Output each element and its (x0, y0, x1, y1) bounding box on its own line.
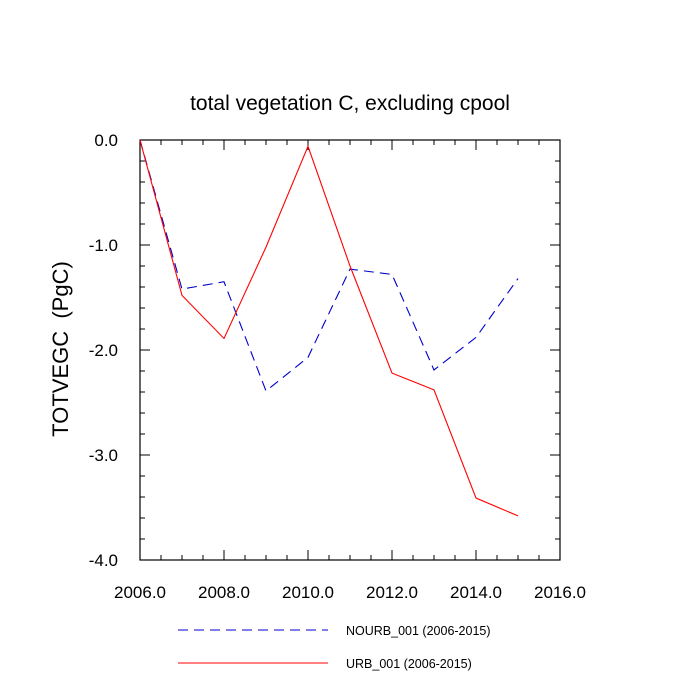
series-line-1 (139, 139, 519, 517)
y-tick-label: -3.0 (89, 446, 118, 465)
y-axis-label: TOTVEGC (PgC) (48, 261, 73, 437)
chart-title: total vegetation C, excluding cpool (190, 92, 510, 115)
x-tick-label: 2010.0 (282, 583, 334, 602)
x-tick-label: 2012.0 (366, 583, 418, 602)
x-tick-label: 2016.0 (534, 583, 586, 602)
plot-area: 2006.0 2008.0 2010.0 2012.0 2014.0 2016.0 0.0 -… (89, 131, 586, 602)
x-tick-label: 2006.0 (114, 583, 166, 602)
legend-label: NOURB_001 (2006-2015) (346, 624, 491, 638)
series-line-0 (139, 139, 519, 392)
y-tick-label: -2.0 (89, 341, 118, 360)
plot-frame (139, 139, 561, 561)
y-tick-label: -4.0 (89, 551, 118, 570)
x-tick-label: 2008.0 (198, 583, 250, 602)
y-tick-label: -1.0 (89, 236, 118, 255)
legend: NOURB_001 (2006-2015) URB_001 (2006-2015) (178, 624, 491, 671)
x-tick-label: 2014.0 (450, 583, 502, 602)
legend-label: URB_001 (2006-2015) (346, 657, 472, 671)
y-tick-label: 0.0 (94, 131, 118, 150)
